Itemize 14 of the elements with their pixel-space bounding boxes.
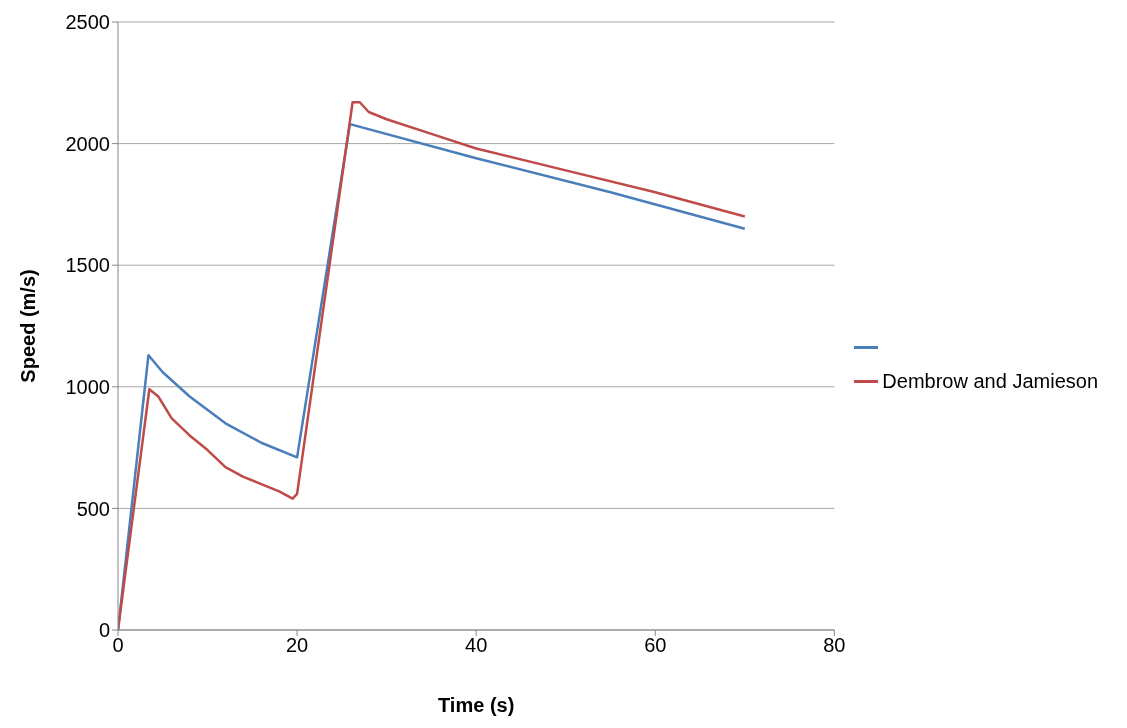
x-tick-label: 20: [285, 634, 309, 657]
x-tick-label: 40: [465, 634, 488, 657]
y-tick-label: 2500: [65, 11, 110, 34]
legend-label: Dembrow and Jamieson: [882, 369, 1098, 394]
x-axis-title: Time (s): [438, 694, 515, 716]
y-tick-label: 0: [98, 619, 110, 642]
y-tick-label: 1500: [65, 254, 110, 277]
y-tick-label: 2000: [65, 132, 110, 155]
y-tick-label: 500: [76, 497, 110, 520]
x-tick-label: 60: [644, 634, 667, 657]
x-tick-label: 80: [823, 634, 846, 657]
y-tick-label: 1000: [65, 375, 110, 398]
x-tick-label: 0: [112, 634, 124, 657]
y-axis-title: Speed (m/s): [17, 269, 40, 383]
